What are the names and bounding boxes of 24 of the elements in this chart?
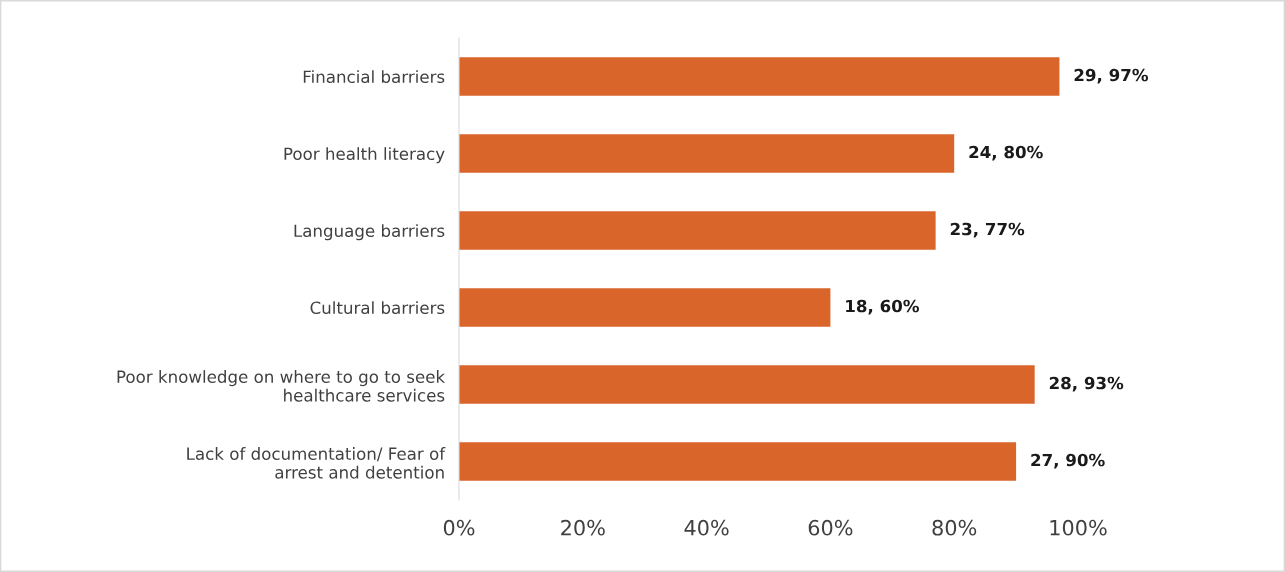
data-label: 18, 60% [846, 299, 919, 315]
y-tick-label: Poor knowledge on where to go to seek healthcare services [117, 370, 446, 402]
bar [459, 288, 831, 327]
data-label: 29, 97% [1074, 68, 1149, 84]
bar [459, 57, 1060, 96]
data-label: 23, 77% [950, 222, 1025, 238]
bar [459, 365, 1035, 404]
bar [459, 211, 936, 250]
bar [459, 442, 1017, 481]
y-tick-label: Financial barriers [303, 70, 445, 84]
x-tick-label: 20% [561, 519, 605, 536]
x-tick-label: 80% [932, 519, 977, 536]
x-tick-label: 60% [808, 519, 853, 536]
data-label: 27, 90% [1031, 453, 1105, 469]
data-label: 24, 80% [969, 145, 1043, 161]
y-tick-label: Cultural barriers [310, 301, 445, 315]
bar [459, 134, 955, 173]
x-tick-label: 40% [684, 519, 729, 536]
data-label: 28, 93% [1049, 376, 1124, 392]
x-tick-label: 0% [443, 519, 475, 536]
x-tick-label: 100% [1050, 519, 1107, 536]
y-tick-label: Poor health literacy [284, 147, 445, 164]
y-tick-label: Lack of documentation/ Fear of arrest and detention [187, 447, 446, 479]
y-tick-label: Language barriers [294, 224, 445, 241]
